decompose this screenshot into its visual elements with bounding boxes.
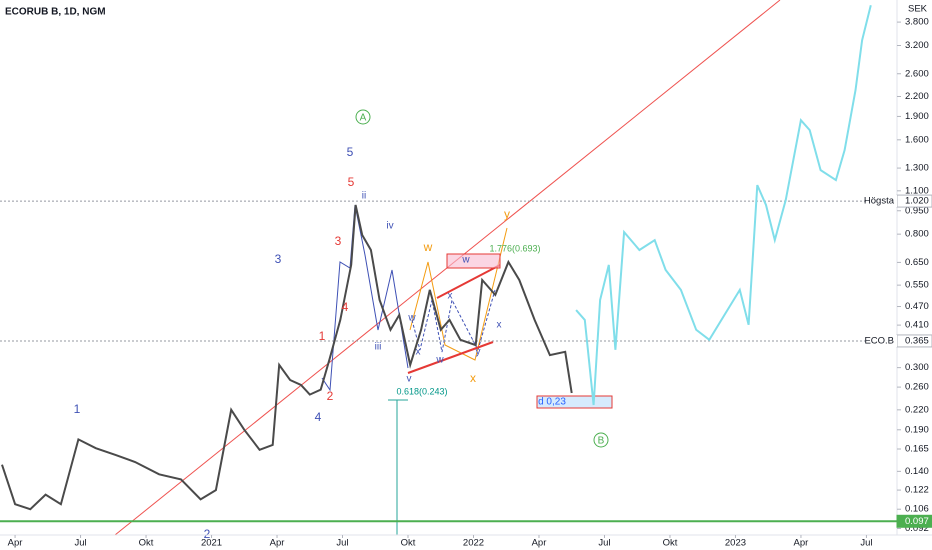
y-tick-label: 0.092 [905, 523, 929, 534]
target-box [446, 253, 501, 269]
wave-circle [355, 109, 371, 125]
y-tick-label: 0.410 [905, 320, 929, 331]
annotation: 3 [335, 234, 342, 248]
annotation: y [504, 207, 510, 221]
y-tick-label: 3.200 [905, 40, 929, 51]
x-tick-label: Apr [794, 538, 809, 549]
y-tick-label: 0.550 [905, 280, 929, 291]
x-tick-label: Okt [663, 538, 678, 549]
chart-title: ECORUB B, 1D, NGM [5, 7, 106, 18]
y-tick-label: 0.140 [905, 466, 929, 477]
x-tick-label: Jul [336, 538, 348, 549]
annotation: 0.618(0.243) [396, 386, 447, 396]
price-tag [896, 514, 932, 528]
price-line-series [575, 5, 872, 406]
x-tick-label: Jul [74, 538, 86, 549]
y-tick-label: 0.950 [905, 205, 929, 216]
y-tick-label: 0.190 [905, 424, 929, 435]
annotation: w [423, 240, 433, 254]
annotation: d 0,23 [538, 397, 566, 408]
price-tag-label: 1.020 [905, 196, 929, 207]
price-axis [897, 0, 932, 550]
price-tag-label: 0.097 [905, 516, 929, 527]
annotation: A [360, 113, 367, 124]
y-tick-label: 3.800 [905, 17, 929, 28]
x-tick-label: Jul [598, 538, 610, 549]
y-tick-label: 1.900 [905, 111, 929, 122]
annotation: 1 [74, 402, 81, 416]
x-tick-label: Apr [270, 538, 285, 549]
annotation: 5 [348, 175, 355, 189]
annotation: iii [375, 342, 382, 353]
y-tick-label: 0.165 [905, 444, 929, 455]
y-tick-label: 0.300 [905, 362, 929, 373]
annotation: iv [386, 221, 393, 232]
price-line-series [1, 204, 573, 511]
plot [0, 5, 897, 523]
annotation: x [497, 320, 502, 331]
y-tick-label: 2.200 [905, 91, 929, 102]
annotation: ii [362, 191, 366, 202]
annotation: 3 [275, 252, 282, 266]
price-tag-label: 0.365 [905, 335, 929, 346]
y-tick-label: 0.122 [905, 485, 929, 496]
currency-label: SEK [908, 4, 928, 15]
wave-circle [593, 432, 609, 448]
x-tick-label: Apr [532, 538, 547, 549]
channel-line [407, 341, 494, 374]
name-tag [867, 195, 897, 208]
x-tick-label: 2022 [463, 538, 484, 549]
y-tick-label: 1.600 [905, 134, 929, 145]
name-tag [867, 334, 897, 347]
y-tick-label: 1.100 [905, 185, 929, 196]
annotations: 1 2 3 4 5 1 2 3 4 5 A B ii iii iv v w x … [74, 113, 605, 542]
y-tick-label: 0.650 [905, 257, 929, 268]
annotation: 5 [347, 145, 354, 159]
annotation: w [407, 313, 416, 324]
y-tick-label: 0.260 [905, 382, 929, 393]
annotation: 2 [204, 527, 211, 541]
name-tag-label: Högsta [864, 196, 895, 207]
channel-line [436, 264, 501, 299]
annotation: y [476, 347, 481, 358]
annotation: 1 [319, 329, 326, 343]
y-tick-label: 0.220 [905, 404, 929, 415]
name-tag-label: ECO.B [864, 335, 894, 346]
x-tick-label: Okt [139, 538, 154, 549]
annotation: 4 [342, 300, 349, 314]
annotation: w [461, 255, 470, 266]
x-tick-label: Jul [860, 538, 872, 549]
annotation: x [470, 371, 476, 385]
x-tick-label: Okt [401, 538, 416, 549]
annotation: x [416, 347, 421, 358]
y-tick-label: 1.300 [905, 163, 929, 174]
x-tick-label: 2023 [725, 538, 746, 549]
annotation: x [448, 291, 453, 302]
annotation: w [435, 355, 444, 366]
x-tick-label: Apr [8, 538, 23, 549]
annotation: B [598, 436, 605, 447]
annotation: 4 [315, 410, 322, 424]
y-tick-label: 0.470 [905, 301, 929, 312]
y-tick-label: 2.600 [905, 68, 929, 79]
wave-line [409, 227, 508, 361]
annotation: v [407, 374, 412, 385]
annotation: 1.776(0.693) [489, 243, 540, 253]
wave-line [411, 289, 496, 353]
y-tick-label: 0.106 [905, 504, 929, 515]
x-tick-label: 2021 [201, 538, 222, 549]
annotation: 2 [327, 389, 334, 403]
y-tick-label: 0.800 [905, 229, 929, 240]
